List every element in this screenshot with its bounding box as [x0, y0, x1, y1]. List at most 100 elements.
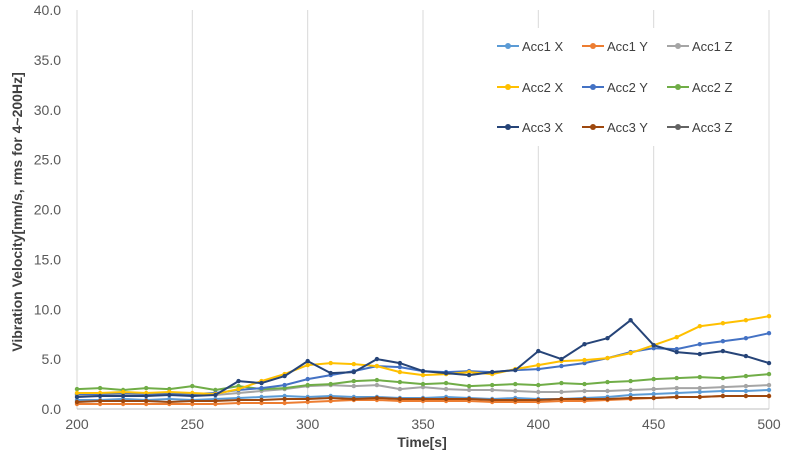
y-tick-label: 35.0 — [34, 52, 61, 68]
data-point — [120, 393, 126, 399]
data-point — [420, 381, 426, 387]
data-point — [97, 385, 103, 391]
data-point — [605, 379, 610, 385]
data-point — [605, 396, 610, 402]
data-point — [766, 331, 772, 336]
data-point — [674, 349, 679, 355]
data-point — [720, 348, 726, 354]
data-point — [259, 397, 264, 403]
data-point — [674, 390, 679, 396]
data-point — [397, 379, 403, 385]
data-point — [628, 387, 633, 393]
data-point — [697, 389, 702, 395]
data-point — [720, 375, 726, 381]
data-point — [743, 353, 749, 359]
data-point — [351, 361, 356, 367]
data-point — [559, 356, 564, 362]
data-point — [720, 388, 726, 394]
data-point — [397, 360, 403, 366]
x-axis: 200 250 300 350 400 450 500 — [65, 408, 781, 432]
data-point — [720, 393, 726, 399]
data-point — [305, 382, 310, 388]
data-point — [490, 369, 495, 375]
x-tick-label: 250 — [181, 416, 205, 432]
legend-item: Acc3 Z — [667, 120, 733, 135]
data-point — [697, 374, 702, 380]
data-point — [605, 388, 610, 394]
data-point — [743, 373, 749, 379]
data-point — [351, 383, 356, 389]
y-tick-label: 5.0 — [42, 351, 62, 367]
data-point — [167, 392, 172, 398]
data-point — [397, 369, 403, 375]
data-point — [536, 362, 541, 368]
data-point — [74, 394, 80, 400]
data-point — [651, 343, 656, 348]
legend-background — [490, 28, 758, 146]
legend-item: Acc2 Y — [582, 80, 648, 95]
data-point — [236, 386, 241, 392]
legend: Acc1 X Acc1 Y Acc1 Z Acc2 X Acc2 Y Acc2 Z Acc3… — [490, 28, 758, 146]
data-point — [282, 382, 287, 388]
legend-item: Acc2 X — [497, 80, 564, 95]
data-point — [490, 382, 495, 388]
data-point — [328, 370, 333, 376]
data-point — [374, 356, 380, 362]
data-point — [674, 375, 679, 381]
data-point — [490, 387, 495, 393]
data-point — [559, 396, 564, 402]
series-acc2-z — [74, 371, 772, 393]
data-point — [513, 381, 518, 387]
data-point — [282, 400, 287, 406]
y-tick-label: 0.0 — [42, 401, 62, 417]
legend-label: Acc3 Y — [607, 120, 648, 135]
data-point — [213, 392, 218, 398]
legend-swatch-marker — [675, 84, 681, 90]
data-point — [420, 372, 426, 378]
data-point — [651, 391, 656, 397]
data-point — [282, 373, 287, 379]
data-point — [582, 381, 587, 387]
data-point — [259, 380, 264, 386]
x-tick-label: 300 — [296, 416, 320, 432]
data-point — [305, 396, 310, 402]
y-tick-label: 40.0 — [34, 2, 61, 18]
data-point — [697, 342, 702, 347]
data-point — [536, 366, 541, 372]
legend-item: Acc3 Y — [582, 120, 648, 135]
data-point — [443, 370, 449, 376]
data-point — [190, 393, 195, 399]
legend-item: Acc2 Z — [667, 80, 733, 95]
data-point — [536, 389, 541, 395]
series-acc3-x — [74, 318, 772, 400]
y-tick-label: 25.0 — [34, 152, 61, 168]
data-point — [490, 397, 495, 403]
data-point — [74, 386, 80, 392]
data-point — [697, 351, 702, 357]
data-point — [628, 318, 633, 323]
data-point — [236, 378, 241, 384]
data-point — [513, 397, 518, 403]
data-point — [397, 364, 403, 370]
data-point — [74, 390, 80, 396]
data-point — [536, 382, 541, 388]
legend-label: Acc3 X — [522, 120, 564, 135]
legend-label: Acc1 Y — [607, 39, 648, 54]
data-point — [190, 398, 195, 404]
data-point — [582, 342, 587, 347]
data-point — [582, 388, 587, 394]
data-point — [305, 358, 310, 364]
legend-item: Acc3 X — [497, 120, 564, 135]
data-point — [651, 386, 656, 392]
data-point — [120, 398, 126, 404]
legend-label: Acc2 Z — [692, 80, 733, 95]
legend-label: Acc1 Z — [692, 39, 733, 54]
y-tick-label: 30.0 — [34, 102, 61, 118]
data-point — [374, 363, 380, 369]
legend-label: Acc1 X — [522, 39, 564, 54]
legend-swatch-marker — [675, 43, 681, 49]
data-point — [74, 399, 80, 405]
legend-label: Acc3 Z — [692, 120, 733, 135]
data-point — [697, 394, 702, 400]
data-point — [628, 378, 633, 384]
